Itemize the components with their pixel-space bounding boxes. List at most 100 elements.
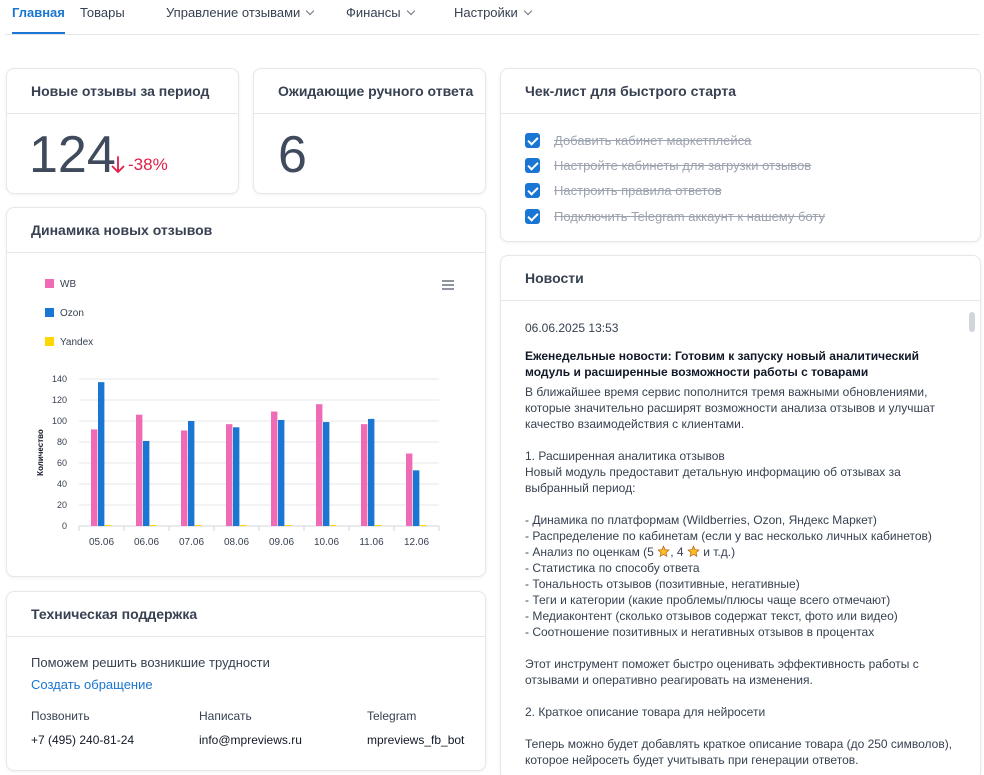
news-headline: Еженедельные новости: Готовим к запуску …	[525, 349, 920, 379]
news-paragraph: Теперь можно будет добавлять краткое опи…	[525, 737, 953, 767]
support-phone[interactable]: +7 (495) 240-81-24	[31, 733, 135, 747]
y-tick-label: 100	[52, 416, 67, 426]
tab-home-label: Главная	[12, 5, 65, 20]
bar-wb	[226, 424, 233, 526]
checkbox-checked[interactable]	[525, 132, 540, 148]
news-paragraph: Новый модуль предоставит детальную инфор…	[525, 465, 901, 495]
checklist-item[interactable]: Настроить правила ответов	[525, 181, 722, 199]
pending-replies-card: Ожидающие ручного ответа 6	[253, 68, 486, 194]
news-scrollbar[interactable]	[969, 312, 975, 332]
support-call-label: Позвонить	[31, 709, 90, 723]
bar-wb	[406, 453, 413, 526]
x-tick-label: 10.06	[314, 537, 339, 548]
y-tick-label: 40	[57, 479, 67, 489]
support-email[interactable]: info@mpreviews.ru	[199, 733, 302, 747]
bar-ozon	[98, 382, 105, 526]
news-bullet-text: - Анализ по оценкам (5	[525, 545, 654, 559]
create-ticket-link[interactable]: Создать обращение	[31, 677, 153, 692]
legend-marker	[45, 279, 54, 288]
y-tick-label: 80	[57, 437, 67, 447]
x-tick-label: 05.06	[89, 537, 114, 548]
new-reviews-count: 124	[29, 126, 116, 184]
bar-wb	[181, 430, 188, 526]
news-bullet: - Медиаконтент (сколько отзывов содержат…	[525, 609, 898, 623]
bar-wb	[136, 414, 143, 526]
checkbox-checked[interactable]	[525, 208, 540, 224]
y-axis-label: Количество	[36, 429, 45, 476]
support-subtitle: Поможем решить возникшие трудности	[31, 655, 270, 670]
reviews-dynamics-chart: WB Ozon Yandex 0 20 40 60 80 100 120 140 Количество…	[36, 279, 454, 548]
hamburger-menu-icon[interactable]	[442, 280, 454, 290]
tab-products[interactable]: Товары	[80, 5, 125, 34]
pending-replies-title: Ожидающие ручного ответа	[254, 69, 485, 114]
legend-label: Yandex	[60, 337, 93, 348]
news-date: 06.06.2025 13:53	[525, 321, 619, 335]
nav-divider	[5, 34, 980, 35]
top-navigation: Главная Товары Управление отзывами Финан…	[0, 0, 984, 36]
tab-products-label: Товары	[80, 5, 125, 20]
bar-yandex	[420, 524, 427, 526]
pending-replies-count: 6	[278, 126, 307, 184]
bar-yandex	[330, 524, 337, 526]
bar-ozon	[278, 419, 285, 526]
checkbox-checked[interactable]	[525, 182, 540, 198]
bar-yandex	[150, 524, 157, 526]
news-bullet: - Тональность отзывов (позитивные, негат…	[525, 577, 800, 591]
bar-wb	[361, 424, 368, 526]
bar-ozon	[233, 427, 240, 526]
new-reviews-delta: -38%	[111, 155, 168, 175]
news-bullet: - Динамика по платформам (Wildberries, O…	[525, 513, 877, 527]
checklist-item[interactable]: Добавить кабинет маркетплейса	[525, 131, 751, 149]
bar-wb	[271, 411, 278, 526]
news-section-title: 2. Краткое описание товара для нейросети	[525, 705, 766, 719]
legend-label: WB	[60, 279, 76, 290]
news-bullet: - Распределение по кабинетам (если у вас…	[525, 529, 932, 543]
x-tick-label: 06.06	[134, 537, 159, 548]
tab-finance-label: Финансы	[346, 5, 401, 20]
new-reviews-title: Новые отзывы за период	[7, 69, 238, 114]
checklist-item-label: Добавить кабинет маркетплейса	[554, 132, 752, 148]
news-bullet: - Теги и категории (какие проблемы/плюсы…	[525, 593, 891, 607]
chevron-down-icon	[406, 6, 415, 16]
checkbox-checked[interactable]	[525, 157, 540, 173]
news-content: 06.06.2025 13:53 Еженедельные новости: Г…	[525, 316, 955, 768]
chevron-down-icon	[306, 6, 315, 16]
news-bullet: - Соотношение позитивных и негативных от…	[525, 625, 875, 639]
news-card: Новости 06.06.2025 13:53 Еженедельные но…	[500, 255, 981, 775]
tab-settings-label: Настройки	[454, 5, 518, 20]
y-tick-label: 0	[62, 521, 67, 531]
news-bullet: - Статистика по способу ответа	[525, 561, 700, 575]
x-tick-label: 09.06	[269, 537, 294, 548]
support-title: Техническая поддержка	[7, 592, 485, 637]
checklist-item-label: Подключить Telegram аккаунт к нашему бот…	[554, 208, 825, 224]
news-section-title: 1. Расширенная аналитика отзывов	[525, 449, 725, 463]
x-tick-label: 12.06	[404, 537, 429, 548]
checklist-item-label: Настроить правила ответов	[554, 182, 722, 198]
dynamics-title: Динамика новых отзывов	[7, 208, 485, 253]
support-write-label: Написать	[199, 709, 252, 723]
news-paragraph: Этот инструмент поможет быстро оценивать…	[525, 657, 919, 687]
arrow-down-icon	[111, 156, 125, 174]
tab-review-management-label: Управление отзывами	[166, 5, 301, 20]
news-title: Новости	[501, 256, 980, 301]
news-bullet-ratings: - Анализ по оценкам (5 , 4 и т.д.)	[525, 544, 955, 560]
support-telegram[interactable]: mpreviews_fb_bot	[367, 733, 465, 747]
tab-finance[interactable]: Финансы	[346, 5, 415, 34]
bar-ozon	[323, 422, 330, 526]
bar-wb	[316, 404, 323, 526]
y-tick-label: 20	[57, 500, 67, 510]
checklist-item[interactable]: Настройте кабинеты для загрузки отзывов	[525, 156, 811, 174]
bar-yandex	[195, 524, 202, 526]
new-reviews-card: Новые отзывы за период 124 -38%	[6, 68, 239, 194]
bar-ozon	[143, 440, 150, 526]
checklist-item[interactable]: Подключить Telegram аккаунт к нашему бот…	[525, 207, 825, 225]
tab-settings[interactable]: Настройки	[454, 5, 532, 34]
star-icon	[657, 545, 670, 558]
y-tick-label: 60	[57, 458, 67, 468]
tab-home[interactable]: Главная	[12, 5, 65, 34]
bar-yandex	[240, 524, 247, 526]
star-icon	[687, 545, 700, 558]
legend-marker	[45, 337, 54, 346]
tab-review-management[interactable]: Управление отзывами	[166, 5, 315, 34]
x-tick-label: 08.06	[224, 537, 249, 548]
